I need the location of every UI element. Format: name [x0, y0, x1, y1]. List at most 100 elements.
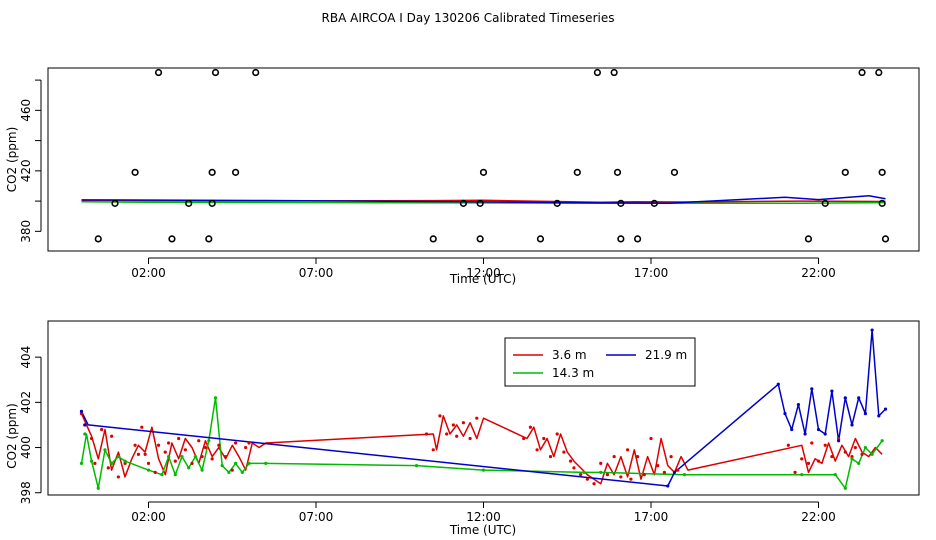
bottom-point-3-6-m-40 — [475, 416, 479, 420]
bottom-point-3-6-m-2 — [89, 436, 94, 441]
top-y-axis-label: CO2 (ppm) — [5, 127, 19, 193]
bottom-point-3-6-m-44 — [542, 436, 546, 441]
top-scatter-point-12 — [429, 235, 437, 243]
bottom-point-14-3-m-19 — [227, 470, 231, 475]
bottom-point-14-3-m-7 — [123, 459, 127, 463]
bottom-x-tick-label-1: 07:00 — [299, 510, 334, 524]
bottom-point-3-6-m-57 — [625, 448, 630, 452]
bottom-point-21-9-m-6 — [790, 427, 794, 432]
bottom-point-14-3-m-36 — [880, 439, 884, 443]
bottom-point-21-9-m-2 — [666, 484, 670, 488]
top-scatter-point-1 — [111, 199, 119, 207]
legend-label-14-3m: 14.3 m — [552, 366, 594, 380]
bottom-point-3-6-m-26 — [217, 443, 221, 447]
top-x-axis-label: Time (UTC) — [449, 272, 516, 286]
top-y-tick-label-2: 460 — [19, 99, 33, 122]
bottom-point-21-9-m-18 — [870, 328, 874, 332]
top-series-21-9-m — [81, 195, 886, 204]
bottom-point-3-6-m-28 — [230, 468, 234, 472]
bottom-point-14-3-m-13 — [187, 466, 191, 470]
bottom-point-3-6-m-16 — [163, 450, 167, 454]
bottom-point-3-6-m-34 — [438, 414, 442, 418]
bottom-point-3-6-m-61 — [649, 436, 653, 441]
bottom-point-14-3-m-33 — [857, 461, 861, 465]
bottom-point-21-9-m-9 — [810, 387, 814, 391]
bottom-point-21-9-m-3 — [672, 470, 677, 475]
top-scatter-point-32 — [875, 68, 883, 77]
top-scatter-point-10 — [232, 168, 240, 176]
bottom-point-14-3-m-21 — [240, 470, 244, 475]
bottom-point-3-6-m-15 — [156, 443, 161, 447]
bottom-point-3-6-m-55 — [612, 454, 616, 459]
top-scatter-point-7 — [208, 199, 216, 207]
top-scatter-point-14 — [476, 235, 484, 243]
bottom-point-3-6-m-27 — [223, 454, 228, 459]
top-y-axis: 380 420 460 — [19, 79, 42, 243]
bottom-point-3-6-m-68 — [800, 457, 804, 461]
bottom-point-3-6-m-19 — [177, 436, 181, 441]
bottom-point-21-9-m-19 — [877, 414, 881, 418]
top-scatter-point-15 — [476, 199, 484, 207]
bottom-point-3-6-m-65 — [676, 468, 680, 472]
top-series-lines — [81, 195, 886, 204]
bottom-series-14-3-m — [80, 397, 883, 489]
top-scatter-point-24 — [617, 235, 625, 243]
bottom-point-3-6-m-39 — [468, 436, 472, 441]
bottom-point-3-6-m-73 — [830, 454, 834, 459]
bottom-point-3-6-m-53 — [599, 461, 603, 465]
bottom-point-3-6-m-18 — [173, 459, 177, 463]
bottom-point-3-6-m-5 — [106, 466, 110, 470]
bottom-point-3-6-m-59 — [636, 454, 640, 459]
bottom-point-3-6-m-69 — [806, 461, 811, 465]
legend-label-3-6m: 3.6 m — [552, 348, 587, 362]
panel-bottom-line: Time (UTC) CO2 (ppm) 02:00 07:00 12:00 17:0… — [5, 320, 920, 537]
top-scatter-point-13 — [459, 199, 468, 207]
bottom-point-3-6-m-71 — [816, 459, 821, 463]
bottom-point-3-6-m-30 — [244, 445, 248, 450]
bottom-point-14-3-m-0 — [79, 461, 84, 465]
bottom-point-14-3-m-27 — [599, 470, 603, 475]
top-scatter-point-33 — [878, 168, 886, 176]
top-scatter-point-19 — [573, 168, 581, 176]
top-plot-box — [47, 67, 920, 252]
top-scatter-point-4 — [168, 235, 176, 243]
bottom-point-3-6-m-63 — [662, 470, 667, 475]
bottom-point-14-3-m-16 — [207, 439, 211, 443]
top-scatter-point-20 — [593, 68, 602, 77]
top-scatter-point-25 — [633, 235, 642, 243]
top-x-tick-label-0: 02:00 — [131, 266, 166, 280]
bottom-point-3-6-m-33 — [431, 448, 435, 452]
bottom-point-14-3-m-18 — [220, 464, 224, 468]
bottom-point-21-9-m-17 — [863, 412, 868, 416]
bottom-point-3-6-m-48 — [569, 459, 573, 463]
bottom-point-14-3-m-5 — [110, 461, 114, 465]
bottom-point-14-3-m-30 — [833, 473, 837, 477]
bottom-point-21-9-m-5 — [783, 412, 787, 416]
bottom-point-14-3-m-23 — [264, 461, 268, 465]
bottom-point-3-6-m-4 — [100, 427, 104, 432]
top-scatter-point-16 — [479, 168, 488, 176]
bottom-point-3-6-m-7 — [116, 475, 120, 479]
top-y-tick-label-0: 380 — [19, 220, 33, 243]
bottom-point-3-6-m-21 — [190, 461, 194, 465]
bottom-series-lines — [80, 329, 887, 489]
bottom-point-3-6-m-25 — [210, 457, 214, 461]
bottom-point-14-3-m-12 — [180, 454, 184, 459]
bottom-point-21-9-m-16 — [857, 396, 861, 400]
bottom-point-3-6-m-75 — [843, 450, 847, 454]
top-scatter-point-17 — [536, 235, 545, 243]
bottom-point-3-6-m-17 — [167, 441, 171, 445]
bottom-point-3-6-m-52 — [592, 482, 596, 486]
bottom-point-3-6-m-36 — [451, 423, 455, 427]
bottom-point-21-9-m-14 — [843, 396, 847, 400]
bottom-point-21-9-m-4 — [776, 382, 780, 386]
bottom-point-3-6-m-6 — [110, 434, 114, 438]
bottom-point-3-6-m-54 — [605, 473, 610, 477]
bottom-point-3-6-m-42 — [528, 425, 533, 429]
bottom-point-3-6-m-14 — [153, 470, 157, 475]
bottom-point-3-6-m-49 — [572, 466, 576, 470]
bottom-point-21-9-m-15 — [850, 423, 854, 427]
bottom-point-14-3-m-4 — [103, 448, 107, 452]
top-scatter-point-3 — [154, 68, 163, 77]
bottom-point-3-6-m-60 — [642, 473, 646, 477]
